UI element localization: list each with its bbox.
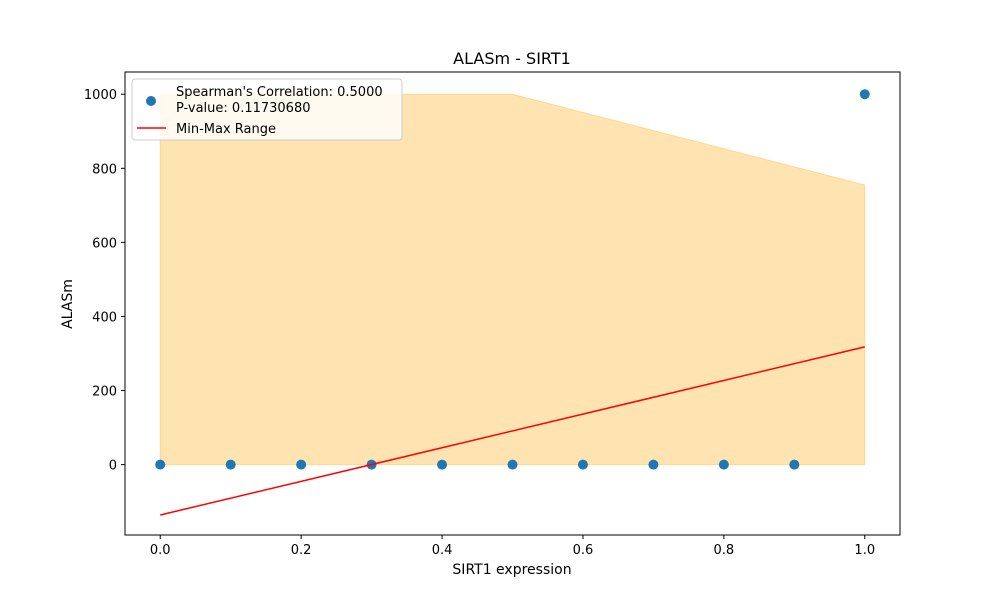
- scatter-point: [225, 459, 236, 470]
- x-tick-label: 1.0: [854, 543, 875, 558]
- scatter-point: [296, 459, 307, 470]
- y-tick-label: 800: [92, 162, 117, 177]
- scatter-point: [648, 459, 659, 470]
- min-max-band: [159, 93, 866, 466]
- scatter-point: [577, 459, 588, 470]
- x-tick-label: 0.4: [432, 543, 453, 558]
- x-axis-label: SIRT1 expression: [452, 562, 571, 578]
- scatter-point: [789, 459, 800, 470]
- legend-box: [131, 78, 403, 141]
- x-tick-label: 0.8: [714, 543, 735, 558]
- x-tick-label: 0.2: [291, 543, 312, 558]
- scatter-point: [507, 459, 518, 470]
- legend-scatter-label-line2: P-value: 0.11730680: [176, 101, 311, 116]
- y-tick-label: 400: [92, 310, 117, 325]
- legend: Spearman's Correlation: 0.5000 P-value: …: [131, 78, 403, 141]
- plot-frame: [124, 71, 901, 536]
- scatter-point: [859, 89, 870, 100]
- y-axis: 0 200 400 600 800 1000: [84, 88, 125, 474]
- y-tick-label: 200: [92, 385, 117, 400]
- x-tick-label: 0.6: [573, 543, 594, 558]
- y-axis-label: ALASm: [60, 279, 76, 329]
- scatter-point: [718, 459, 729, 470]
- y-tick-label: 1000: [84, 88, 117, 103]
- chart-title: ALASm - SIRT1: [453, 49, 571, 68]
- x-axis: 0.0 0.2 0.4 0.6 0.8 1.0: [150, 535, 875, 558]
- scatter-point: [437, 459, 448, 470]
- legend-line-label: Min-Max Range: [176, 122, 276, 137]
- plot-layer: [155, 89, 870, 516]
- x-tick-label: 0.0: [150, 543, 171, 558]
- y-tick-label: 0: [109, 459, 117, 474]
- scatter-point: [155, 459, 166, 470]
- legend-scatter-label-line1: Spearman's Correlation: 0.5000: [176, 85, 383, 100]
- y-tick-label: 600: [92, 236, 117, 251]
- legend-scatter-marker: [146, 96, 156, 106]
- min-max-line: [160, 346, 865, 516]
